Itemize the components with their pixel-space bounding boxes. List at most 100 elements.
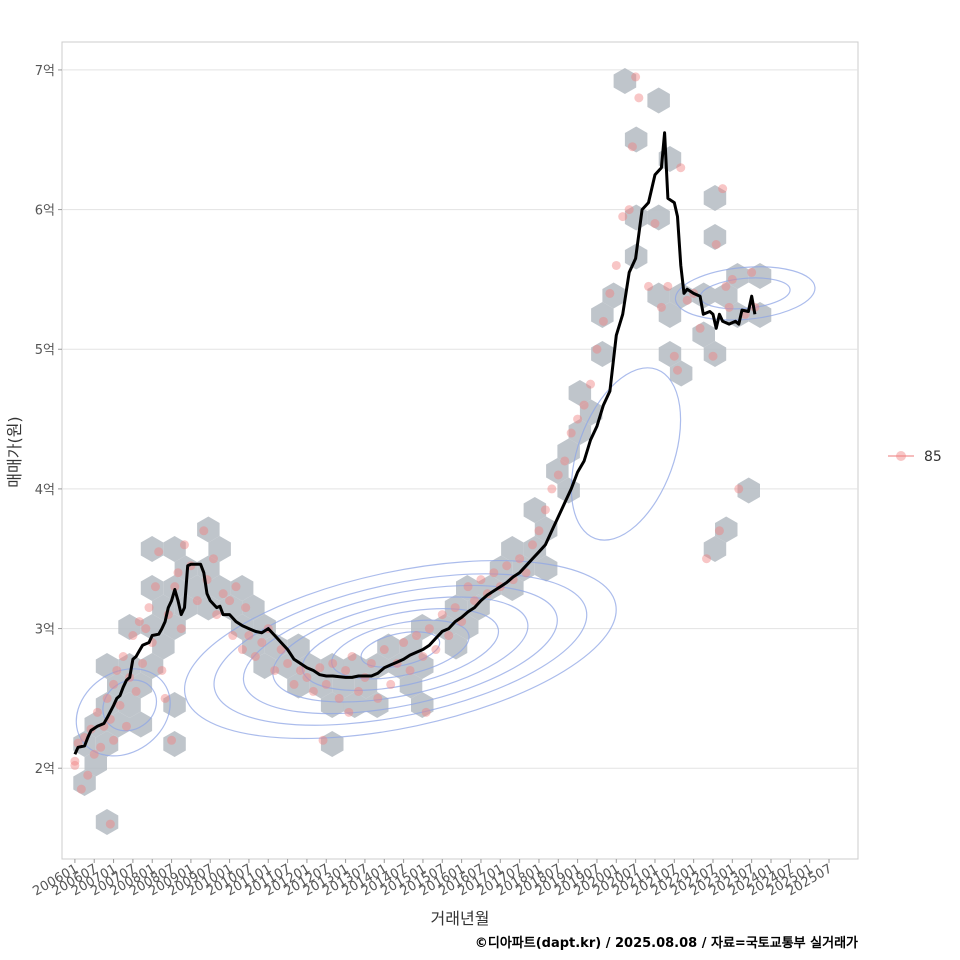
data-point <box>424 624 434 634</box>
hex-bin <box>444 633 468 660</box>
data-point <box>237 645 247 655</box>
hex-bin <box>95 692 119 718</box>
hex-bin <box>703 224 727 250</box>
data-point <box>431 645 441 655</box>
hex-bin <box>467 594 490 621</box>
hex-bin <box>140 536 164 562</box>
data-point <box>154 547 164 557</box>
hex-bin <box>129 672 153 699</box>
data-point <box>437 610 447 620</box>
y-tick-label: 3억 <box>35 623 55 638</box>
data-point <box>411 631 421 641</box>
data-point <box>463 582 473 592</box>
hex-bin <box>444 594 468 621</box>
data-point <box>218 589 228 599</box>
data-point <box>734 484 744 494</box>
data-point <box>70 756 80 766</box>
hex-bin <box>658 302 682 328</box>
hex-bin <box>534 516 558 543</box>
data-point <box>208 554 218 564</box>
hex-bin <box>613 68 637 94</box>
hex-bin <box>523 497 547 523</box>
data-point <box>724 302 734 312</box>
data-point <box>83 770 93 780</box>
hex-bin <box>715 516 738 543</box>
data-point <box>714 526 724 536</box>
data-point <box>250 651 260 661</box>
data-point <box>128 631 138 641</box>
data-point <box>109 679 119 689</box>
data-point <box>318 735 328 745</box>
caption: ©디아파트(dapt.kr) / 2025.08.08 / 자료=국토교통부 실… <box>475 935 858 951</box>
data-point <box>598 316 608 326</box>
data-point <box>283 658 293 668</box>
hex-bin <box>647 87 670 114</box>
data-point <box>89 749 99 759</box>
hex-bin <box>377 633 400 660</box>
data-point <box>212 610 222 620</box>
data-point <box>341 665 351 675</box>
data-point <box>289 679 299 689</box>
data-point <box>418 651 428 661</box>
y-axis-title: 매매가(원) <box>5 416 24 487</box>
hex-bin <box>703 536 727 562</box>
data-point <box>344 707 354 717</box>
density-contour <box>301 608 500 692</box>
data-point <box>515 554 525 564</box>
hex-bin <box>185 575 209 601</box>
hex-bin <box>163 575 186 601</box>
density-contour <box>570 367 682 541</box>
hex-bin <box>163 614 186 640</box>
data-point <box>167 735 177 745</box>
data-point <box>115 700 125 710</box>
data-point <box>669 351 679 361</box>
data-point <box>702 554 712 564</box>
price-trend-line <box>73 131 757 755</box>
hex-bin <box>703 341 727 367</box>
data-point <box>663 281 673 291</box>
hex-bin <box>253 653 276 679</box>
data-point <box>747 267 757 277</box>
hex-bin <box>140 575 164 601</box>
data-point <box>489 568 499 578</box>
hex-bin <box>624 126 648 153</box>
data-point <box>695 323 705 333</box>
data-point <box>605 288 615 298</box>
hex-bin <box>534 555 558 582</box>
hex-bin <box>242 594 265 621</box>
hex-bin <box>658 341 682 367</box>
x-axis-title: 거래년월 <box>431 909 490 928</box>
hex-bin <box>287 633 310 660</box>
data-point <box>70 760 80 770</box>
hex-bin <box>647 204 670 231</box>
hex-bin <box>230 575 254 601</box>
hex-bin <box>399 672 423 699</box>
data-point <box>105 819 115 829</box>
data-point <box>295 665 305 675</box>
hex-bin <box>208 536 231 562</box>
data-point <box>96 742 106 752</box>
hex-bin <box>95 731 119 757</box>
data-point <box>334 693 344 703</box>
data-point <box>711 240 721 250</box>
hex-bin <box>456 575 479 601</box>
hex-bin <box>163 536 186 562</box>
plot-panel <box>61 41 859 860</box>
hex-bin <box>320 692 344 718</box>
data-point <box>179 540 189 550</box>
data-point <box>444 631 454 641</box>
data-point <box>476 575 486 585</box>
data-point <box>225 596 235 606</box>
data-point <box>573 414 583 424</box>
density-contour <box>75 668 171 757</box>
data-point <box>634 93 644 103</box>
hex-bin <box>332 672 355 699</box>
data-point <box>521 568 531 578</box>
data-point <box>547 484 557 494</box>
data-point <box>566 428 576 438</box>
data-point <box>560 456 570 466</box>
data-point <box>611 260 621 270</box>
data-point <box>708 351 718 361</box>
data-point <box>470 596 480 606</box>
legend-label: 85 <box>924 449 942 465</box>
